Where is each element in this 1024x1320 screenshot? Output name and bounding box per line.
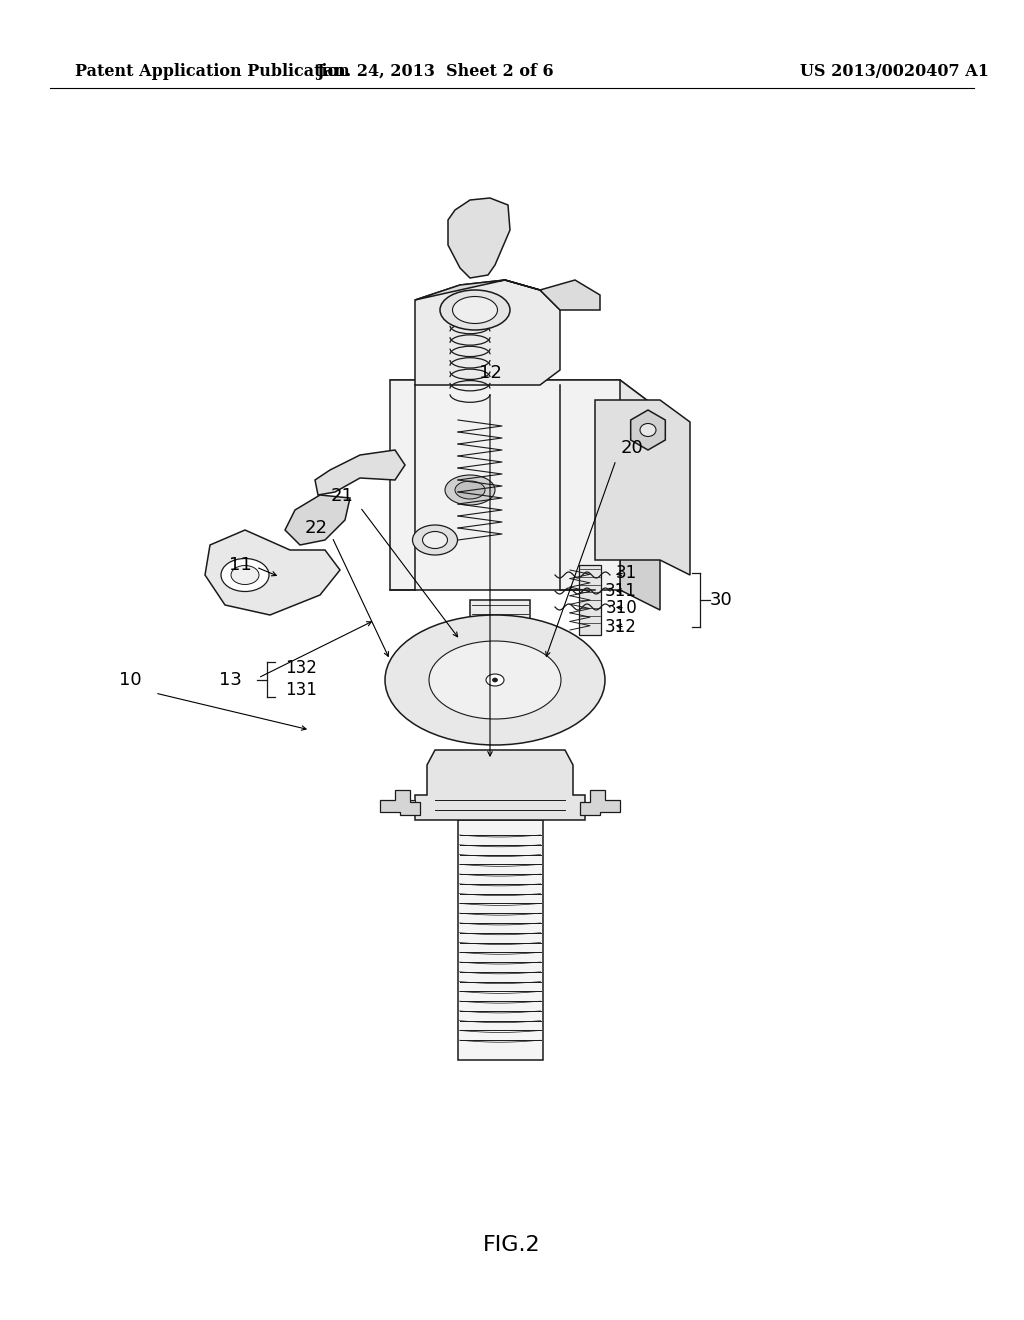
- Ellipse shape: [221, 558, 269, 591]
- Text: 10: 10: [119, 671, 141, 689]
- Text: 310: 310: [605, 599, 637, 616]
- Text: Jan. 24, 2013  Sheet 2 of 6: Jan. 24, 2013 Sheet 2 of 6: [316, 63, 554, 81]
- Ellipse shape: [493, 678, 498, 682]
- Ellipse shape: [445, 475, 495, 506]
- Ellipse shape: [440, 290, 510, 330]
- Polygon shape: [470, 601, 530, 719]
- Text: 131: 131: [285, 681, 316, 700]
- Ellipse shape: [429, 642, 561, 719]
- Polygon shape: [390, 380, 620, 590]
- Polygon shape: [415, 280, 560, 385]
- Text: 30: 30: [710, 591, 733, 609]
- Polygon shape: [415, 750, 585, 820]
- Text: 21: 21: [331, 487, 353, 506]
- Polygon shape: [380, 789, 420, 814]
- Ellipse shape: [385, 615, 605, 744]
- Text: 311: 311: [605, 582, 637, 601]
- Polygon shape: [458, 820, 543, 1060]
- Text: FIG.2: FIG.2: [483, 1236, 541, 1255]
- Ellipse shape: [453, 297, 498, 323]
- Text: 132: 132: [285, 659, 316, 677]
- Ellipse shape: [413, 525, 458, 554]
- Text: 13: 13: [219, 671, 242, 689]
- Text: US 2013/0020407 A1: US 2013/0020407 A1: [800, 63, 989, 81]
- Text: 31: 31: [615, 564, 637, 582]
- Ellipse shape: [455, 480, 485, 499]
- Polygon shape: [415, 280, 600, 310]
- Polygon shape: [579, 565, 601, 635]
- Ellipse shape: [423, 532, 447, 549]
- Polygon shape: [285, 495, 350, 545]
- Text: 20: 20: [621, 440, 643, 457]
- Text: Patent Application Publication: Patent Application Publication: [75, 63, 350, 81]
- Polygon shape: [400, 800, 415, 813]
- Polygon shape: [315, 450, 406, 495]
- Ellipse shape: [640, 424, 656, 437]
- Polygon shape: [205, 531, 340, 615]
- Polygon shape: [449, 198, 510, 279]
- Polygon shape: [580, 789, 620, 814]
- Text: 312: 312: [605, 618, 637, 636]
- Polygon shape: [631, 411, 666, 450]
- Text: 22: 22: [304, 519, 328, 537]
- Text: 12: 12: [478, 364, 502, 381]
- Polygon shape: [620, 380, 660, 610]
- Ellipse shape: [486, 675, 504, 686]
- Polygon shape: [595, 400, 690, 576]
- Ellipse shape: [231, 565, 259, 585]
- Text: 11: 11: [228, 556, 251, 574]
- Polygon shape: [390, 380, 660, 411]
